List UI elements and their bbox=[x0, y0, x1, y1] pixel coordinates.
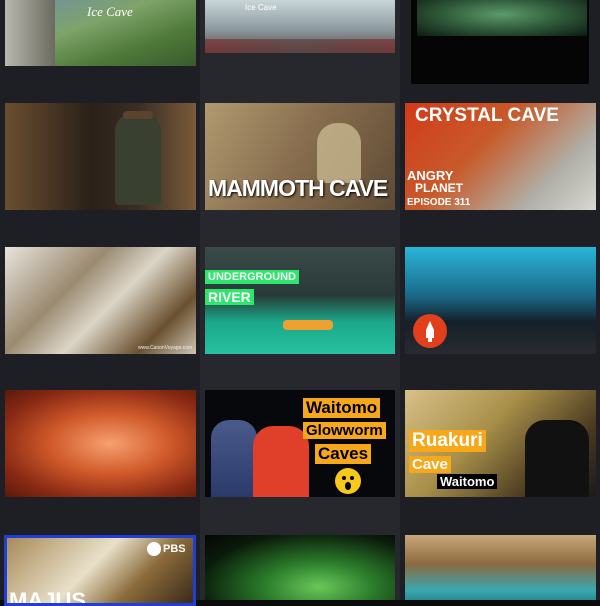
thumbnail-title-line-1: UNDERGROUND bbox=[205, 270, 299, 284]
thumbnail-title-line-3: Waitomo bbox=[437, 474, 498, 489]
brand-line-1: ANGRY bbox=[407, 168, 454, 183]
video-thumbnail-ice-cave-valley[interactable]: Ice Cave bbox=[5, 0, 196, 66]
video-thumbnail-ruakuri-cave[interactable]: Ruakuri Cave Waitomo bbox=[405, 390, 596, 497]
video-thumbnail-ranger-cave[interactable] bbox=[5, 103, 196, 210]
thumbnail-title-line-2: Glowworm bbox=[303, 422, 386, 439]
thumbnail-title: Ice Cave bbox=[87, 4, 133, 19]
video-thumbnail-underground-river[interactable]: UNDERGROUND RIVER bbox=[205, 247, 395, 354]
thumbnail-title-line-1: Ruakuri bbox=[409, 430, 486, 452]
smile-emoji-icon bbox=[335, 468, 361, 494]
thumbnail-title-line-1: Waitomo bbox=[303, 398, 381, 418]
watermark-text: www.CanonVoyage.com bbox=[138, 345, 193, 351]
video-thumbnail-coastal-cave[interactable] bbox=[405, 535, 596, 600]
thumbnail-title-line-2: Cave bbox=[409, 456, 451, 473]
video-thumbnail-pbs-cave[interactable]: PBS MAJUS bbox=[4, 535, 196, 606]
rocket-logo-icon bbox=[413, 314, 447, 348]
video-thumbnail-crystal-cave[interactable]: CRYSTAL CAVE ANGRY PLANET EPISODE 311 bbox=[405, 103, 596, 210]
thumbnail-title: CRYSTAL CAVE bbox=[415, 105, 559, 126]
thumbnail-title-line-3: Caves bbox=[315, 444, 372, 464]
video-thumbnail-mammoth-cave[interactable]: MAMMOTH CAVE bbox=[205, 103, 395, 210]
video-thumbnail-waitomo-glowworm[interactable]: Waitomo Glowworm Caves bbox=[205, 390, 395, 497]
thumbnail-title: MAJUS bbox=[9, 588, 87, 606]
video-thumbnail-ice-cave-interior[interactable]: Ice Cave bbox=[205, 0, 395, 53]
video-thumbnail-antelope-canyon[interactable] bbox=[5, 390, 196, 497]
video-thumbnail-crystal-close[interactable]: www.CanonVoyage.com bbox=[5, 247, 196, 354]
pbs-brand-label: PBS bbox=[163, 543, 186, 555]
video-thumbnail-blue-ice-cave[interactable] bbox=[405, 247, 596, 354]
thumbnail-title: MAMMOTH CAVE bbox=[208, 175, 388, 201]
video-thumbnail-green-sinkhole[interactable] bbox=[205, 535, 395, 600]
video-thumbnail-green-cave[interactable] bbox=[411, 0, 589, 84]
brand-line-2: PLANET bbox=[415, 181, 463, 195]
pbs-logo-icon: PBS bbox=[147, 542, 186, 556]
thumbnail-title-line-2: RIVER bbox=[205, 289, 254, 305]
thumbnail-title: Ice Cave bbox=[245, 3, 277, 12]
episode-label: EPISODE 311 bbox=[407, 197, 471, 208]
